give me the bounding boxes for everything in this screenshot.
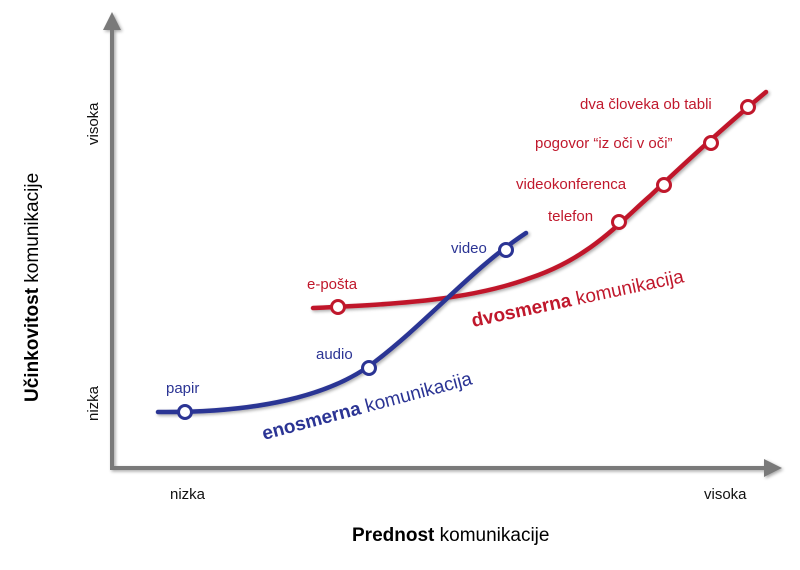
one-way-name-bold: enosmerna [260,398,364,445]
two-way-curve [310,89,769,311]
label-tabla: dva človeka ob tabli [580,96,712,113]
x-axis-title-bold: Prednost [352,525,435,546]
marker-tabla [740,99,756,115]
marker-papir [177,404,193,420]
y-tick-low: nizka [85,385,102,421]
label-audio: audio [316,346,353,363]
marker-pogovor [703,135,719,151]
y-axis-title-rest: komunikacije [22,173,43,288]
axes [103,12,782,477]
one-way-name-rest: komunikacija [358,368,475,418]
y-axis-title: Učinkovitost komunikacije [22,173,43,402]
two-way-name-rest: komunikacija [569,266,686,311]
x-tick-high: visoka [704,486,747,503]
label-video: video [451,240,487,257]
y-axis-title-bold: Učinkovitost [22,287,43,402]
marker-telefon [611,214,627,230]
two-way-name-bold: dvosmerna [470,290,574,332]
label-pogovor: pogovor “iz oči v oči” [535,135,673,152]
one-way-curve-name: enosmerna komunikacija [260,368,475,444]
x-axis-title-rest: komunikacije [434,525,549,546]
label-telefon: telefon [548,208,593,225]
x-axis-arrowhead [764,459,782,477]
marker-e-posta [330,299,346,315]
markers [177,99,756,420]
label-e-posta: e-pošta [307,276,358,293]
marker-video [498,242,514,258]
y-tick-high: visoka [85,102,102,145]
two-way-curve-name: dvosmerna komunikacija [470,266,687,332]
y-axis-arrowhead [103,12,121,30]
label-papir: papir [166,380,199,397]
x-axis-title: Prednost komunikacije [352,525,549,546]
marker-audio [361,360,377,376]
marker-videokonferenca [656,177,672,193]
x-tick-low: nizka [170,486,206,503]
label-videokonferenca: videokonferenca [516,176,627,193]
